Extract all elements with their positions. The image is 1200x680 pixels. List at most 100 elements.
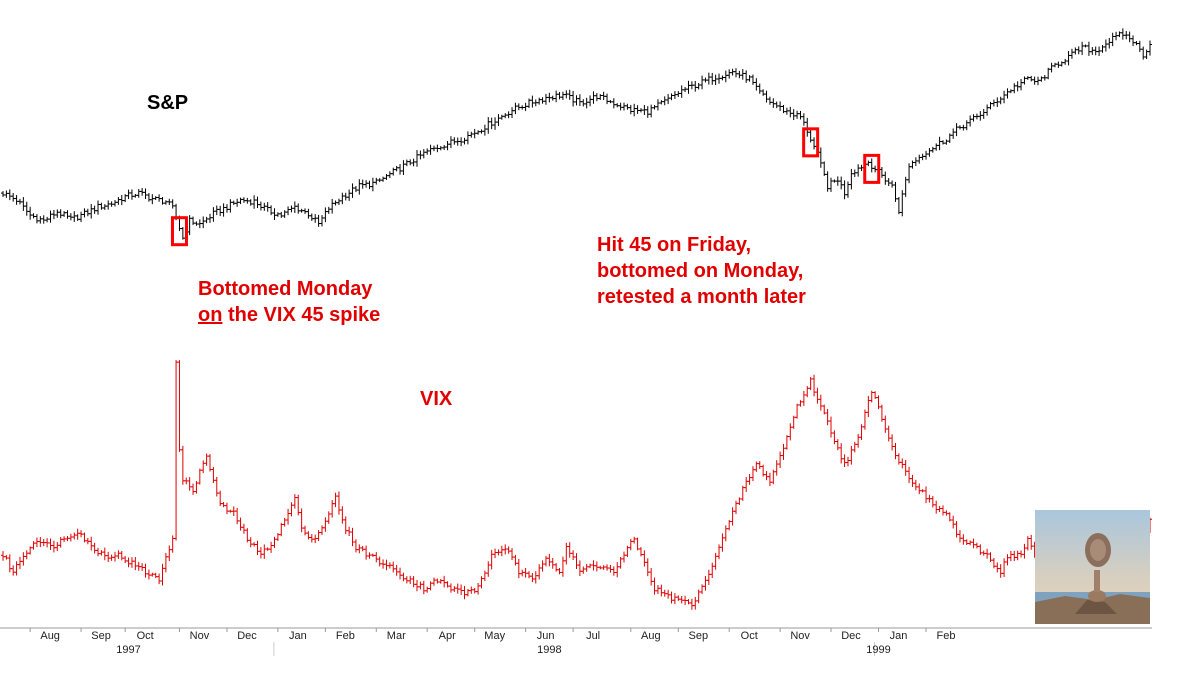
vix-bar [886,425,891,442]
sp-bar [662,96,667,106]
vix-bar [289,502,294,517]
sp-bar [598,94,603,100]
sp-bar [856,164,861,177]
vix-bar [129,557,134,568]
sp-bar [1103,39,1108,52]
sp-bar [428,144,433,155]
vix-bar [608,564,613,573]
vix-bar [482,570,487,582]
vix-bar [1008,550,1013,562]
sp-bar [248,199,253,206]
sp-bar [411,158,416,167]
sp-bar [560,91,565,100]
vix-bar [845,456,850,467]
vix-bar [1022,543,1027,559]
vix-bar [272,536,277,548]
x-tick-label: May [484,630,506,642]
sp-bar [486,117,491,134]
vix-bar [557,567,562,575]
sp-bar [767,96,772,105]
sp-bar [818,147,823,168]
sp-bar [845,181,850,198]
vix-bar [99,550,104,556]
sp-bar [574,95,579,106]
vix-bar [72,532,77,540]
vix-bar [384,559,389,571]
vix-bar [377,556,382,567]
sp-bar [649,104,654,118]
vix-bar [1015,550,1020,561]
vix-bar [221,502,226,508]
vix-bar [533,571,538,584]
sp-bar [146,193,151,202]
sp-bar [309,213,314,221]
vix-bar [666,589,671,599]
vix-bar [506,546,511,554]
vix-bar [547,553,552,567]
sp-bar [801,113,806,126]
sp-bar [1049,62,1054,73]
sp-bar [866,160,871,167]
sp-bar [951,128,956,139]
sp-bar [605,93,610,105]
vix-bar [795,403,800,419]
sp-series [1,28,1152,240]
vix-bar [499,545,504,557]
vix-bar [672,593,677,605]
sp-bar [448,136,453,149]
sp-bar [214,205,219,216]
sp-bar [594,93,599,102]
vix-bar [655,584,660,595]
sp-bar [676,91,681,97]
vix-bar [893,442,898,460]
sp-bar [357,179,362,195]
sp-bar [940,140,945,145]
sp-bar [886,178,891,187]
vix-bar [340,506,345,524]
sp-bar [153,196,158,200]
sp-bar [964,120,969,131]
left-annotation-underlined-word: on [198,304,223,326]
vix-bar [438,578,443,584]
sp-bar [85,208,90,217]
vix-bar [689,598,694,610]
sp-bar [7,189,12,201]
vix-bar [343,516,348,535]
vix-bar [350,527,355,547]
sp-bar [330,198,335,214]
sp-bar [869,158,874,173]
vix-bar [319,525,324,535]
vix-bar [537,564,542,580]
sp-bar [387,171,392,179]
vix-bar [374,552,379,563]
sp-bar [157,194,162,202]
vix-bar [764,471,769,481]
sp-bar [381,176,386,182]
sp-bar [102,204,107,210]
vix-bar [995,562,1000,573]
vix-bar [353,539,358,553]
vix-bar [974,542,979,549]
sp-bar [316,214,321,227]
sp-bar [829,177,834,192]
sp-bar [883,171,888,185]
sp-bar [489,117,494,130]
vix-bar [866,395,871,418]
sp-bar [38,216,43,224]
vix-bar [51,540,56,553]
vix-bar [326,511,331,524]
sp-bar [129,189,134,200]
vix-bar [540,560,545,572]
vix-bar [812,374,817,397]
vix-bar [781,443,786,460]
sp-bar [679,85,684,98]
sp-bar [812,137,817,150]
vix-bar [798,400,803,407]
vix-bar [126,557,131,568]
vix-bar [706,569,711,585]
vix-bar [75,528,80,540]
vix-bar [693,596,698,610]
vix-bar [964,539,969,545]
vix-bar [805,386,810,398]
highlight-box [802,127,820,158]
